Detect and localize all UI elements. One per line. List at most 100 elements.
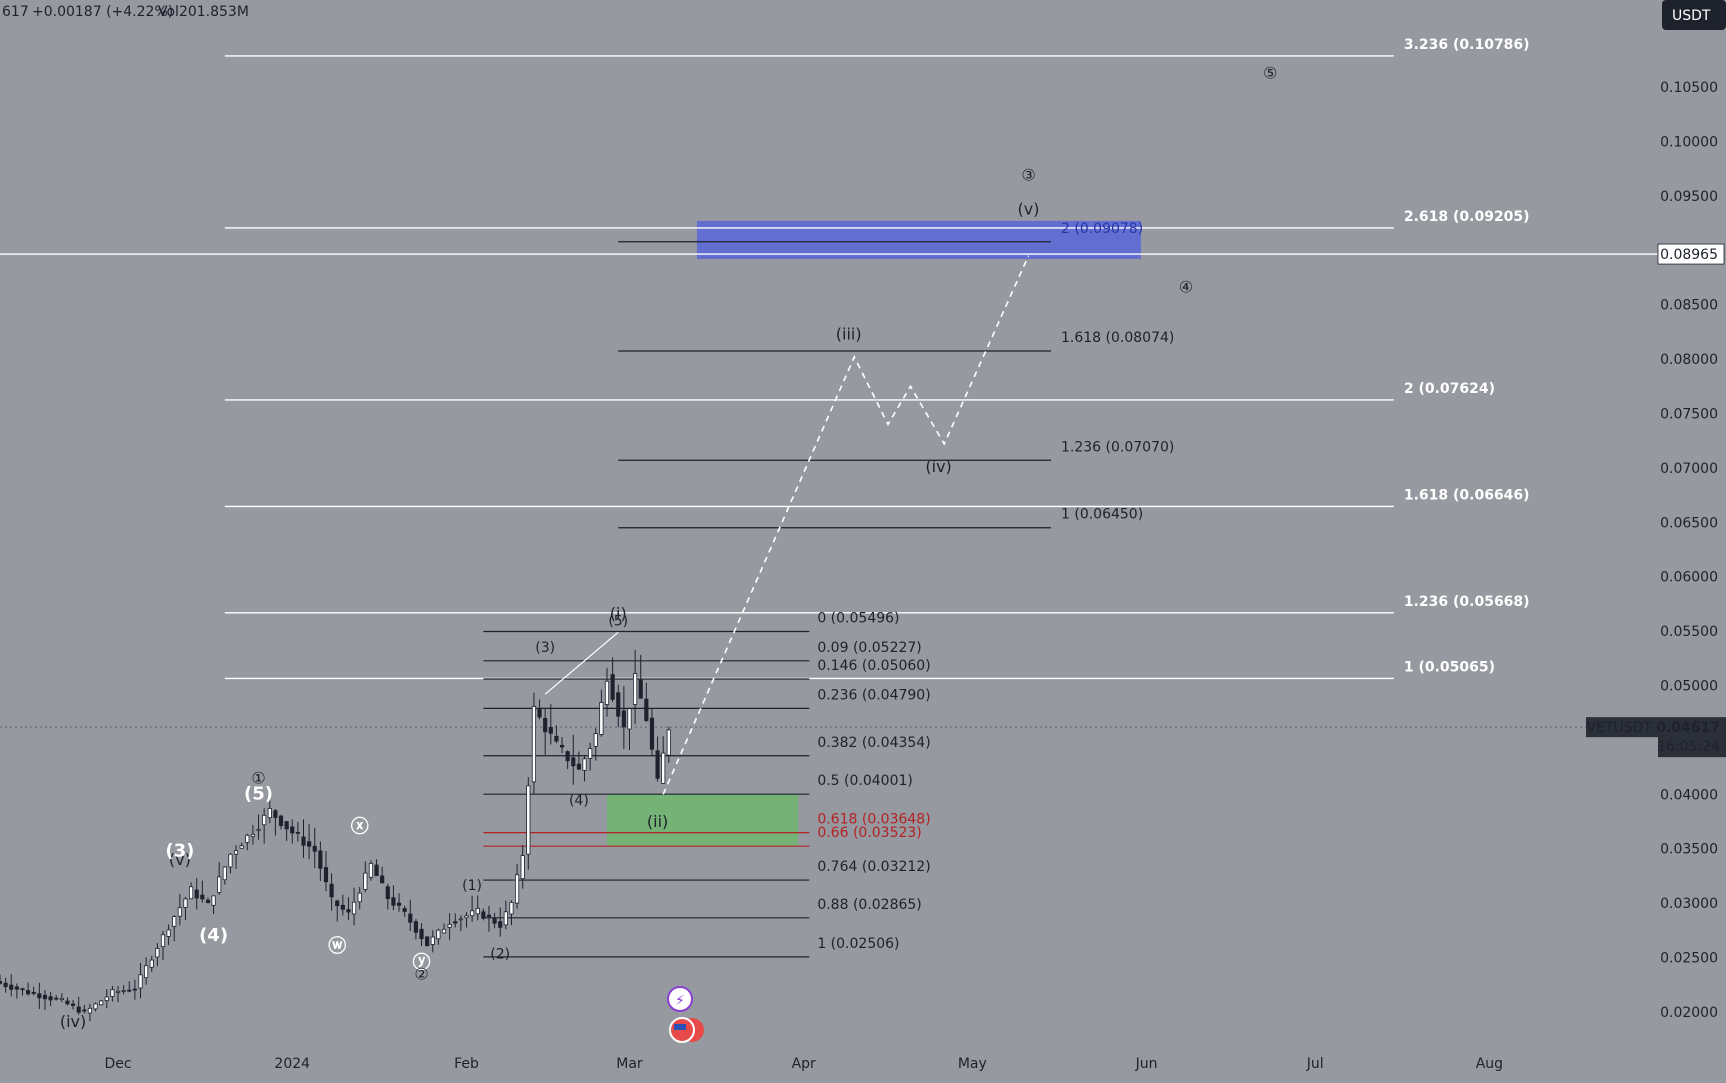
candle-body — [76, 1006, 81, 1013]
y-tick-label: 0.06000 — [1660, 570, 1718, 586]
candle-body — [273, 810, 278, 818]
candle-body — [132, 988, 137, 991]
candle-body — [588, 748, 593, 759]
candle-body — [155, 948, 160, 958]
wave-label: (ii) — [647, 812, 668, 831]
x-tick-label: May — [958, 1056, 987, 1072]
candle-body — [329, 883, 334, 898]
countdown-label: 16:05:24 — [1657, 739, 1720, 755]
candle-body — [239, 845, 244, 849]
candle-body — [250, 833, 256, 837]
candle-body — [453, 921, 458, 924]
fib-retrace-label: 0 (0.05496) — [817, 611, 899, 627]
candle-body — [340, 904, 345, 910]
candle-body — [87, 1007, 93, 1014]
candle-body — [301, 836, 306, 846]
candle-body — [312, 845, 317, 852]
support-zone[interactable] — [606, 794, 799, 847]
candle-body — [228, 853, 233, 868]
candle-body — [104, 996, 109, 1002]
header-volume: Vol201.853M — [158, 4, 249, 20]
y-tick-label: 0.03500 — [1660, 842, 1718, 858]
candle-body — [503, 911, 508, 926]
candle-body — [245, 834, 250, 843]
candle-body — [419, 928, 424, 940]
candle-body — [20, 988, 25, 991]
wave-label: ⓨ — [413, 951, 431, 973]
wave-label: (3) — [165, 840, 194, 861]
fib-retrace-label: 1 (0.02506) — [817, 936, 899, 952]
price-countdown-badge[interactable] — [1658, 717, 1726, 758]
x-tick-label: Jun — [1135, 1056, 1158, 1072]
y-tick-label: 0.06500 — [1660, 515, 1718, 531]
candle-body — [408, 913, 413, 923]
wave-label: (i) — [610, 604, 627, 623]
currency-badge[interactable] — [1662, 0, 1726, 30]
candle-body — [559, 744, 565, 748]
symbol-badge-name: VETUSDT — [1587, 720, 1653, 736]
crosshair-price-badge[interactable] — [1657, 243, 1725, 265]
y-tick-label: 0.08000 — [1660, 352, 1718, 368]
candle-body — [616, 692, 621, 717]
wave-connector-line — [544, 631, 619, 695]
candle-body — [189, 886, 194, 900]
candle-body — [205, 899, 211, 904]
wave-circle-label: ② — [414, 964, 428, 983]
candle-body — [93, 1003, 98, 1010]
candles-layer — [0, 649, 671, 1022]
wave-label: (v) — [1018, 199, 1040, 218]
zones-layer — [606, 220, 1141, 847]
y-tick-label: 0.02000 — [1660, 1005, 1718, 1021]
fib-retrace-label: 0.88 (0.02865) — [817, 897, 921, 913]
wave-label: (4) — [199, 925, 228, 946]
candle-body — [520, 855, 525, 880]
fib-white-label: 3.236 (0.10786) — [1404, 37, 1530, 53]
candle-body — [307, 841, 312, 847]
fib-retrace-label: 0.764 (0.03212) — [817, 859, 930, 875]
candle-body — [48, 996, 53, 1001]
candle-body — [464, 915, 469, 919]
candle-body — [486, 914, 492, 918]
candle-body — [548, 726, 553, 734]
y-tick-label: 0.03000 — [1660, 896, 1718, 912]
candle-body — [425, 936, 430, 947]
candle-body — [363, 872, 368, 890]
candle-body — [262, 814, 267, 826]
candle-body — [183, 898, 188, 908]
fib-white-label: 1 (0.05065) — [1404, 659, 1495, 675]
wave-circle-label: ⑤ — [1263, 63, 1277, 82]
candle-body — [374, 864, 379, 877]
fib-white-label: 2 (0.07624) — [1404, 381, 1495, 397]
candle-body — [166, 929, 171, 937]
x-tick-label: Dec — [104, 1056, 131, 1072]
candle-body — [3, 982, 8, 987]
symbol-badge[interactable] — [1586, 717, 1658, 738]
lightning-glyph: ⚡ — [675, 993, 685, 1009]
currency-badge-label: USDT — [1672, 8, 1711, 24]
header-price-fragment: 617 — [2, 4, 29, 20]
candle-body — [200, 894, 205, 900]
lightning-icon[interactable] — [667, 986, 693, 1012]
wave-label: ⓦ — [328, 935, 346, 957]
wave-label: (2) — [490, 947, 510, 963]
wave-label: (v) — [169, 850, 191, 869]
candle-body — [278, 815, 284, 827]
wave-label: (3) — [535, 640, 555, 656]
candle-body — [447, 923, 452, 928]
candle-body — [110, 989, 115, 997]
y-tick-label: 0.04000 — [1660, 787, 1718, 803]
event-icons[interactable]: ⚡ — [667, 986, 704, 1043]
candle-body — [295, 831, 300, 834]
candle-body — [509, 902, 514, 915]
fib-ext-label: 1.618 (0.08074) — [1061, 330, 1174, 346]
fib-ext-label: 1.236 (0.07070) — [1061, 439, 1174, 455]
candle-body — [127, 989, 132, 992]
projection-path[interactable] — [662, 255, 1030, 795]
target-zone[interactable] — [696, 220, 1141, 259]
wave-label: (5) — [244, 784, 273, 805]
candle-body — [99, 1000, 104, 1006]
candle-body — [526, 785, 531, 855]
fib-white-label: 2.618 (0.09205) — [1404, 209, 1530, 225]
